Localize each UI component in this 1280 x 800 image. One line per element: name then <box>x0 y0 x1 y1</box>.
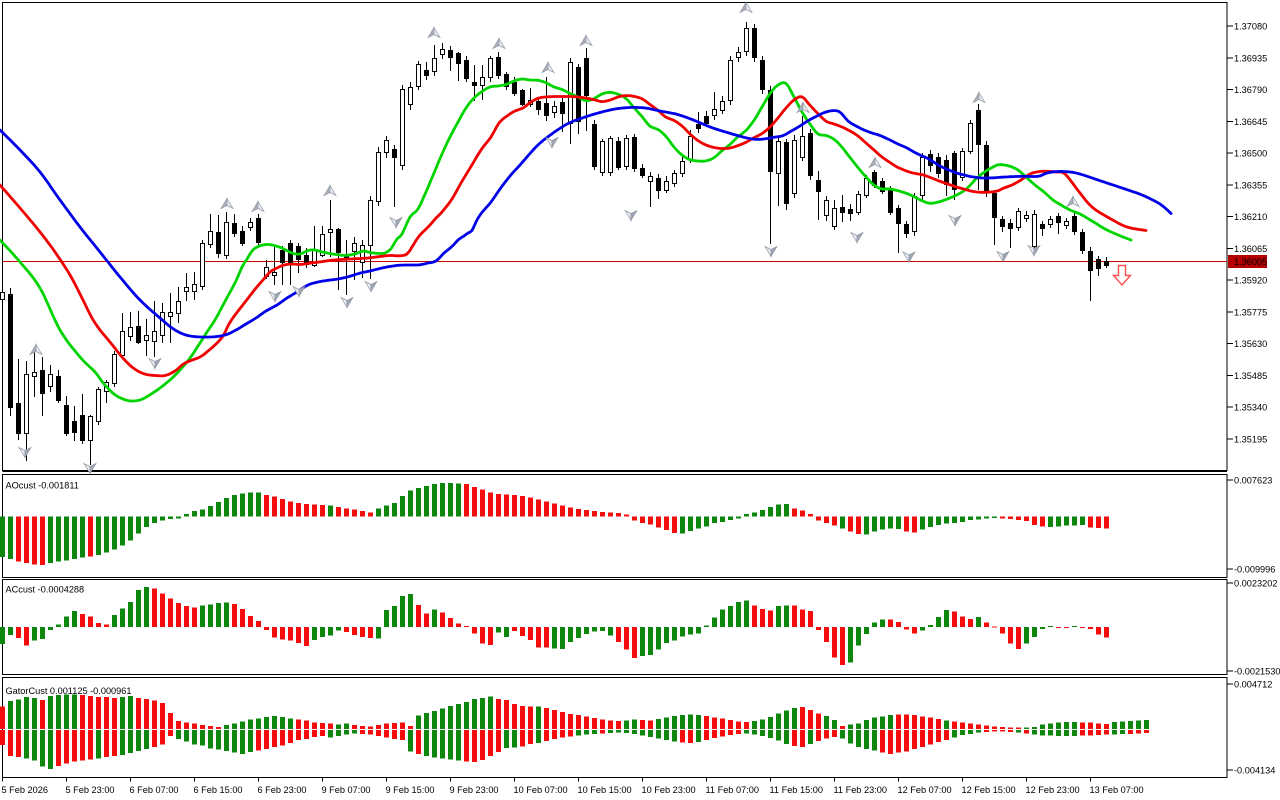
svg-text:0.007623: 0.007623 <box>1234 476 1272 486</box>
svg-text:1.36790: 1.36790 <box>1234 85 1267 95</box>
svg-text:10 Feb 07:00: 10 Feb 07:00 <box>514 785 568 795</box>
svg-text:1.35630: 1.35630 <box>1234 339 1267 349</box>
svg-text:1.35485: 1.35485 <box>1234 371 1267 381</box>
svg-text:6 Feb 23:00: 6 Feb 23:00 <box>258 785 307 795</box>
svg-text:13 Feb 07:00: 13 Feb 07:00 <box>1090 785 1144 795</box>
svg-text:-0.004134: -0.004134 <box>1234 766 1275 776</box>
svg-text:1.36500: 1.36500 <box>1234 149 1267 159</box>
svg-text:GatorCust 0.001125 -0.000961: GatorCust 0.001125 -0.000961 <box>6 686 132 696</box>
svg-text:1.35920: 1.35920 <box>1234 276 1267 286</box>
svg-text:0.0023202: 0.0023202 <box>1234 579 1277 589</box>
svg-text:12 Feb 23:00: 12 Feb 23:00 <box>1026 785 1080 795</box>
svg-text:1.35195: 1.35195 <box>1234 435 1267 445</box>
svg-text:1.37080: 1.37080 <box>1234 22 1267 32</box>
svg-text:12 Feb 15:00: 12 Feb 15:00 <box>962 785 1016 795</box>
svg-text:6 Feb 15:00: 6 Feb 15:00 <box>194 785 243 795</box>
svg-text:6 Feb 07:00: 6 Feb 07:00 <box>130 785 179 795</box>
svg-text:9 Feb 23:00: 9 Feb 23:00 <box>450 785 499 795</box>
svg-text:1.36065: 1.36065 <box>1234 244 1267 254</box>
svg-text:-0.009996: -0.009996 <box>1234 565 1275 575</box>
svg-text:9 Feb 15:00: 9 Feb 15:00 <box>386 785 435 795</box>
svg-text:11 Feb 07:00: 11 Feb 07:00 <box>706 785 759 795</box>
svg-text:0.004712: 0.004712 <box>1234 680 1272 690</box>
svg-text:11 Feb 23:00: 11 Feb 23:00 <box>834 785 887 795</box>
svg-text:AOcust -0.001811: AOcust -0.001811 <box>6 481 79 491</box>
svg-text:10 Feb 15:00: 10 Feb 15:00 <box>578 785 632 795</box>
svg-text:1.36210: 1.36210 <box>1234 212 1267 222</box>
svg-text:-0.0021530: -0.0021530 <box>1234 667 1280 677</box>
svg-text:1.36935: 1.36935 <box>1234 53 1267 63</box>
svg-text:1.36355: 1.36355 <box>1234 180 1267 190</box>
svg-text:11 Feb 15:00: 11 Feb 15:00 <box>770 785 823 795</box>
svg-text:ACcust -0.0004288: ACcust -0.0004288 <box>6 585 85 595</box>
svg-text:12 Feb 07:00: 12 Feb 07:00 <box>898 785 952 795</box>
svg-text:1.36645: 1.36645 <box>1234 117 1267 127</box>
svg-text:1.35775: 1.35775 <box>1234 307 1267 317</box>
svg-text:9 Feb 07:00: 9 Feb 07:00 <box>322 785 371 795</box>
svg-text:5 Feb 2026: 5 Feb 2026 <box>2 785 49 795</box>
svg-text:1.35340: 1.35340 <box>1234 403 1267 413</box>
svg-text:5 Feb 23:00: 5 Feb 23:00 <box>66 785 115 795</box>
svg-text:1.36005: 1.36005 <box>1234 257 1267 267</box>
svg-text:10 Feb 23:00: 10 Feb 23:00 <box>642 785 696 795</box>
